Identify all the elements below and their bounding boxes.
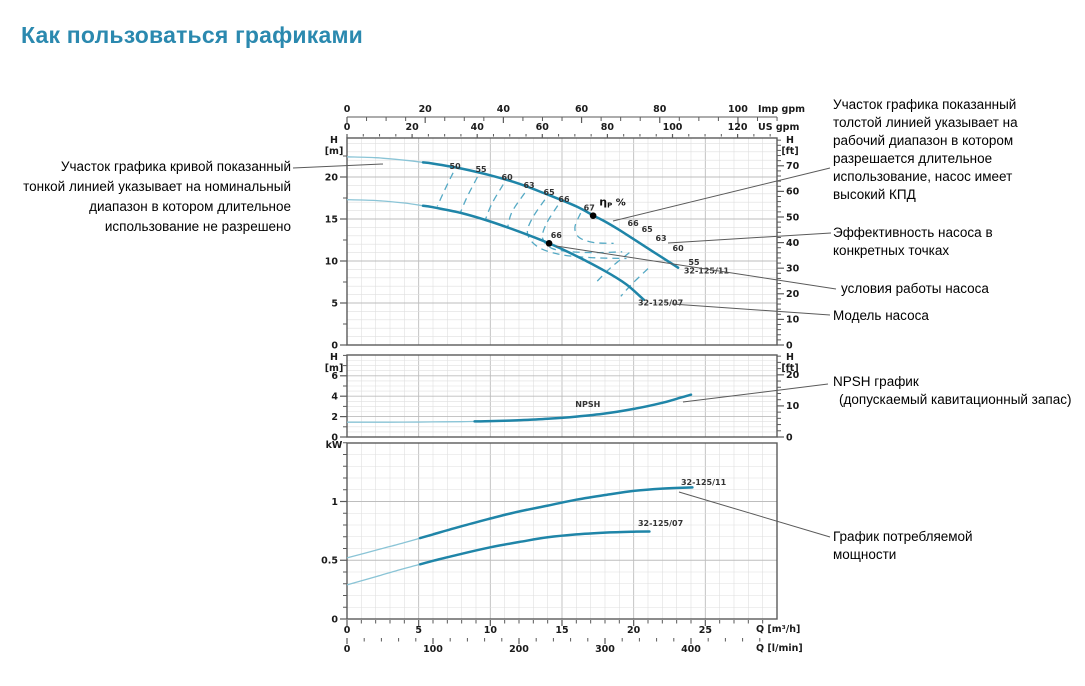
svg-text:30: 30 (786, 263, 800, 274)
svg-text:60: 60 (673, 244, 685, 253)
svg-text:65: 65 (642, 225, 654, 234)
svg-text:[ft]: [ft] (781, 146, 798, 157)
svg-text:66: 66 (558, 195, 570, 204)
svg-text:400: 400 (681, 644, 701, 655)
svg-text:10: 10 (325, 256, 339, 267)
svg-text:0: 0 (786, 340, 793, 351)
svg-text:Q [l/min]: Q [l/min] (756, 643, 803, 654)
svg-text:40: 40 (786, 238, 800, 249)
svg-text:0: 0 (331, 340, 338, 351)
svg-text:ηP %: ηP % (599, 196, 626, 210)
annotation-power: График потребляемой мощности (833, 529, 973, 562)
svg-text:70: 70 (786, 161, 800, 172)
annotation-thin-line: Участок графика кривой показанный тонкой… (23, 159, 291, 234)
svg-text:0: 0 (331, 614, 338, 625)
svg-text:H: H (786, 135, 794, 146)
svg-text:20: 20 (786, 289, 800, 300)
svg-text:1: 1 (331, 497, 338, 508)
svg-text:15: 15 (555, 625, 568, 636)
svg-text:US gpm: US gpm (758, 122, 799, 133)
svg-text:6: 6 (331, 371, 338, 382)
svg-text:kW: kW (326, 440, 343, 451)
annotation-npsh-line2: (допускаемый кавитационный запас) (839, 392, 1072, 407)
svg-text:63: 63 (655, 234, 666, 243)
svg-text:300: 300 (595, 644, 615, 655)
svg-text:10: 10 (786, 315, 800, 326)
svg-text:40: 40 (497, 104, 511, 115)
svg-text:[m]: [m] (325, 363, 344, 374)
svg-text:32-125/11: 32-125/11 (681, 478, 727, 487)
svg-text:5: 5 (331, 298, 338, 309)
svg-text:200: 200 (509, 644, 529, 655)
svg-text:66: 66 (628, 219, 640, 228)
svg-text:[m]: [m] (325, 146, 344, 157)
svg-text:60: 60 (502, 173, 514, 182)
svg-text:10: 10 (786, 401, 800, 412)
svg-text:25: 25 (699, 625, 712, 636)
svg-text:0: 0 (344, 625, 351, 636)
svg-text:60: 60 (575, 104, 589, 115)
svg-text:0: 0 (344, 104, 351, 115)
svg-text:100: 100 (423, 644, 443, 655)
svg-text:120: 120 (728, 122, 748, 133)
annotation-operating-conditions: условия работы насоса (841, 281, 989, 296)
svg-text:0.5: 0.5 (321, 556, 338, 567)
svg-text:4: 4 (331, 392, 338, 403)
svg-text:55: 55 (688, 258, 700, 267)
svg-text:50: 50 (786, 212, 800, 223)
svg-text:10: 10 (484, 625, 498, 636)
svg-text:5: 5 (415, 625, 422, 636)
svg-text:32-125/11: 32-125/11 (684, 267, 730, 276)
annotation-pump-model: Модель насоса (833, 308, 929, 323)
svg-text:[ft]: [ft] (781, 363, 798, 374)
svg-text:20: 20 (405, 122, 419, 133)
svg-text:20: 20 (627, 625, 641, 636)
svg-text:0: 0 (344, 644, 351, 655)
annotation-npsh: NPSH график (допускаемый кавитационный з… (833, 373, 1085, 409)
annotation-npsh-line1: NPSH график (833, 374, 919, 389)
svg-text:20: 20 (786, 370, 800, 381)
svg-text:60: 60 (536, 122, 550, 133)
svg-text:20: 20 (325, 172, 339, 183)
svg-text:80: 80 (653, 104, 667, 115)
svg-text:63: 63 (523, 181, 534, 190)
svg-text:2: 2 (331, 412, 338, 423)
svg-text:0: 0 (786, 432, 793, 443)
svg-text:0: 0 (331, 432, 338, 443)
svg-text:67: 67 (584, 204, 595, 213)
svg-text:15: 15 (325, 214, 338, 225)
svg-text:H: H (330, 352, 338, 363)
svg-text:100: 100 (663, 122, 683, 133)
svg-text:100: 100 (728, 104, 748, 115)
svg-text:65: 65 (544, 188, 556, 197)
svg-text:55: 55 (475, 165, 487, 174)
svg-text:Q [m³/h]: Q [m³/h] (756, 624, 800, 635)
svg-text:H: H (786, 352, 794, 363)
svg-text:66: 66 (551, 231, 563, 240)
svg-text:0: 0 (344, 122, 351, 133)
svg-text:Imp gpm: Imp gpm (758, 104, 805, 115)
svg-text:50: 50 (450, 162, 462, 171)
annotation-efficiency: Эффективность насоса в конкретных точках (833, 225, 993, 258)
page-title: Как пользоваться графиками (21, 22, 364, 48)
svg-text:32-125/07: 32-125/07 (638, 519, 683, 528)
svg-text:H: H (330, 135, 338, 146)
svg-text:20: 20 (419, 104, 433, 115)
svg-text:32-125/07: 32-125/07 (638, 299, 683, 308)
svg-text:40: 40 (471, 122, 485, 133)
svg-text:80: 80 (601, 122, 615, 133)
annotation-thick-line: Участок графика показанный толстой линие… (833, 97, 1018, 202)
svg-text:NPSH: NPSH (575, 400, 600, 409)
svg-text:60: 60 (786, 187, 800, 198)
